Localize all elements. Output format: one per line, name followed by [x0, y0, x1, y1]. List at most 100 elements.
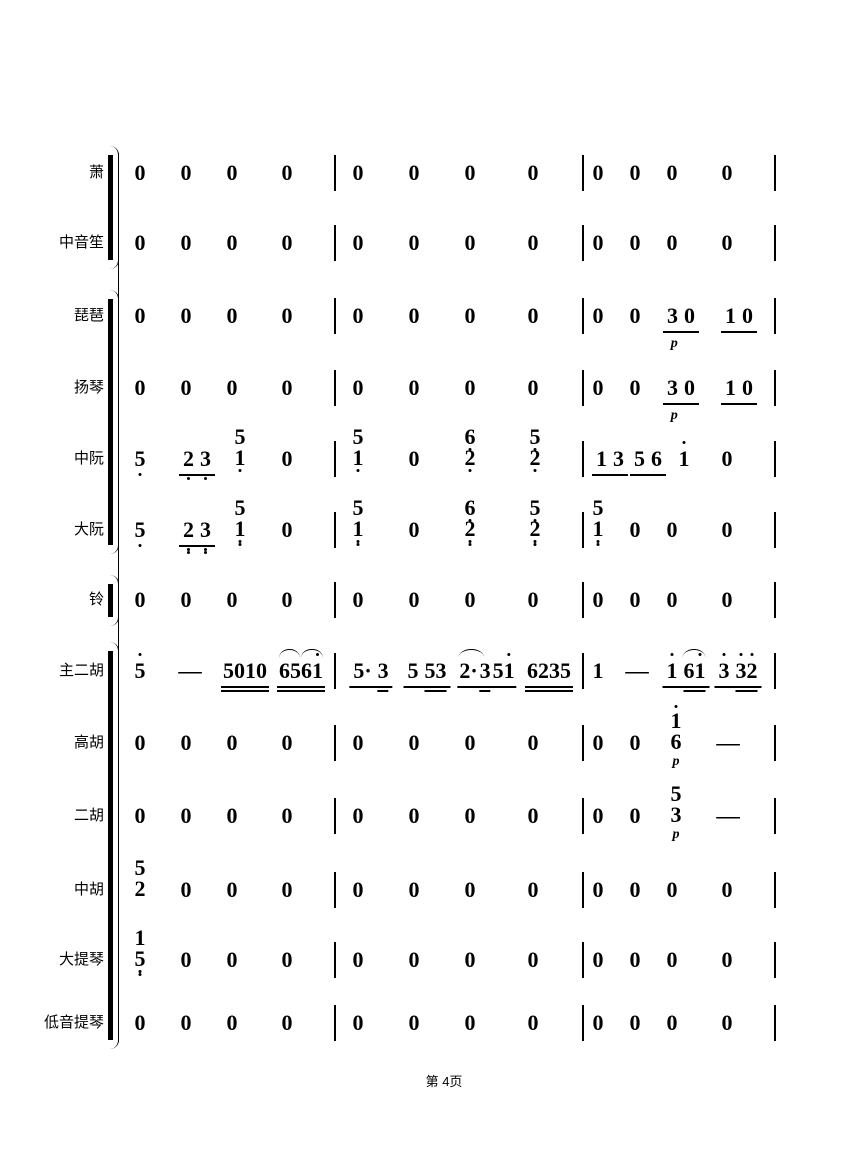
note-digit: 5: [234, 423, 246, 449]
note-token: 0: [719, 947, 736, 973]
note-digit: 0: [527, 1010, 539, 1035]
note-digit: 0: [464, 803, 476, 828]
octave-dot: [670, 653, 674, 656]
note-token: –: [716, 803, 739, 829]
note-token: –: [178, 658, 201, 684]
note-group: 2: [183, 446, 194, 480]
note-digit: 0: [527, 877, 539, 902]
note-group: 0: [465, 1010, 476, 1036]
note-token: 0: [719, 160, 736, 186]
note-digit: 6: [683, 658, 695, 683]
note-group: 0: [742, 303, 753, 329]
note-token: 1: [676, 441, 693, 472]
note-group: 0: [528, 375, 539, 401]
note-group: 0: [409, 303, 420, 329]
note-digit: 6: [464, 494, 476, 522]
note-digit: 5: [135, 653, 146, 684]
note-digit: 0: [666, 160, 678, 185]
note-token: 0: [178, 303, 195, 329]
octave-dot: [533, 518, 537, 522]
note-group: 0: [630, 947, 641, 973]
chord-note: 5: [350, 496, 367, 518]
chord-note: 5: [668, 782, 685, 804]
note-group: 6: [651, 446, 662, 472]
slur-arc: [279, 649, 301, 658]
octave-dot: [533, 447, 537, 451]
note-group: 0: [181, 375, 192, 401]
note-digit: 0: [408, 375, 420, 400]
octave-dot: [356, 543, 360, 546]
note-token: 0: [224, 730, 241, 756]
note-token: 0: [664, 877, 681, 903]
note-digit: 0: [226, 230, 238, 255]
note-digit: 0: [629, 160, 641, 185]
note-digit: 0: [666, 947, 678, 972]
note-token: 0: [719, 1010, 736, 1036]
note-digit: 0: [742, 303, 753, 328]
note-group: 0: [465, 877, 476, 903]
note-group: –: [716, 803, 739, 829]
final-barline: [774, 872, 776, 908]
note-group: 0: [282, 877, 293, 903]
note-token: 6235: [525, 658, 573, 692]
note-digit: 1: [353, 517, 364, 546]
note-group: 0: [630, 730, 641, 756]
chord-note: 6: [462, 494, 479, 522]
note-group: 0: [227, 947, 238, 973]
note-digit: 1: [671, 704, 682, 731]
barline: [582, 155, 584, 191]
note-digit: 6: [527, 658, 538, 683]
note-token: 0: [627, 375, 644, 401]
note-token: 0: [525, 730, 542, 756]
note-token: 0: [406, 446, 423, 472]
note-digit: 3: [200, 517, 211, 554]
note-group: 0: [409, 947, 420, 973]
chord-note: 1: [668, 704, 685, 731]
note-group: 0: [722, 446, 733, 472]
note-digit: 0: [592, 160, 604, 185]
note-digit: 0: [281, 1010, 293, 1035]
octave-dot: [674, 704, 678, 708]
note-digit: 0: [666, 587, 678, 612]
note-token: 0: [462, 730, 479, 756]
note-digit: 0: [226, 1010, 238, 1035]
note-group: 0: [282, 947, 293, 973]
note-group: 5: [671, 782, 682, 804]
note-digit: 0: [281, 446, 293, 471]
note-digit: –: [178, 658, 202, 683]
note-token: 5: [132, 517, 149, 547]
note-digit: 0: [464, 1010, 476, 1035]
chord-note: 5: [350, 425, 367, 447]
final-barline: [774, 298, 776, 334]
instrument-label: 低音提琴: [43, 1014, 104, 1031]
note-group: 0: [353, 375, 364, 401]
note-group: 0: [684, 375, 695, 401]
note-digit: 0: [352, 877, 364, 902]
chord-note: 6: [668, 730, 685, 752]
note-digit: 3: [479, 658, 491, 683]
note-digit: 0: [592, 587, 604, 612]
note-token: 0: [590, 803, 607, 829]
note-token: 0: [279, 446, 296, 472]
note-digit: 0: [666, 517, 678, 542]
note-digit: 0: [629, 1010, 641, 1035]
dynamic-marking: p: [670, 408, 678, 423]
note-group: 3: [719, 653, 730, 684]
barline: [334, 225, 336, 261]
note-token: 0: [462, 160, 479, 186]
note-group: 0: [409, 230, 420, 256]
note-token: 0: [590, 877, 607, 903]
note-group: 0: [282, 375, 293, 401]
note-token: 0: [350, 803, 367, 829]
note-group: 0: [667, 877, 678, 903]
group-bracket: [108, 146, 119, 269]
chord-note: 5: [232, 496, 249, 518]
note-digit: 0: [281, 730, 293, 755]
barline: [334, 798, 336, 834]
barline: [334, 298, 336, 334]
note-digit: 2: [459, 658, 471, 683]
